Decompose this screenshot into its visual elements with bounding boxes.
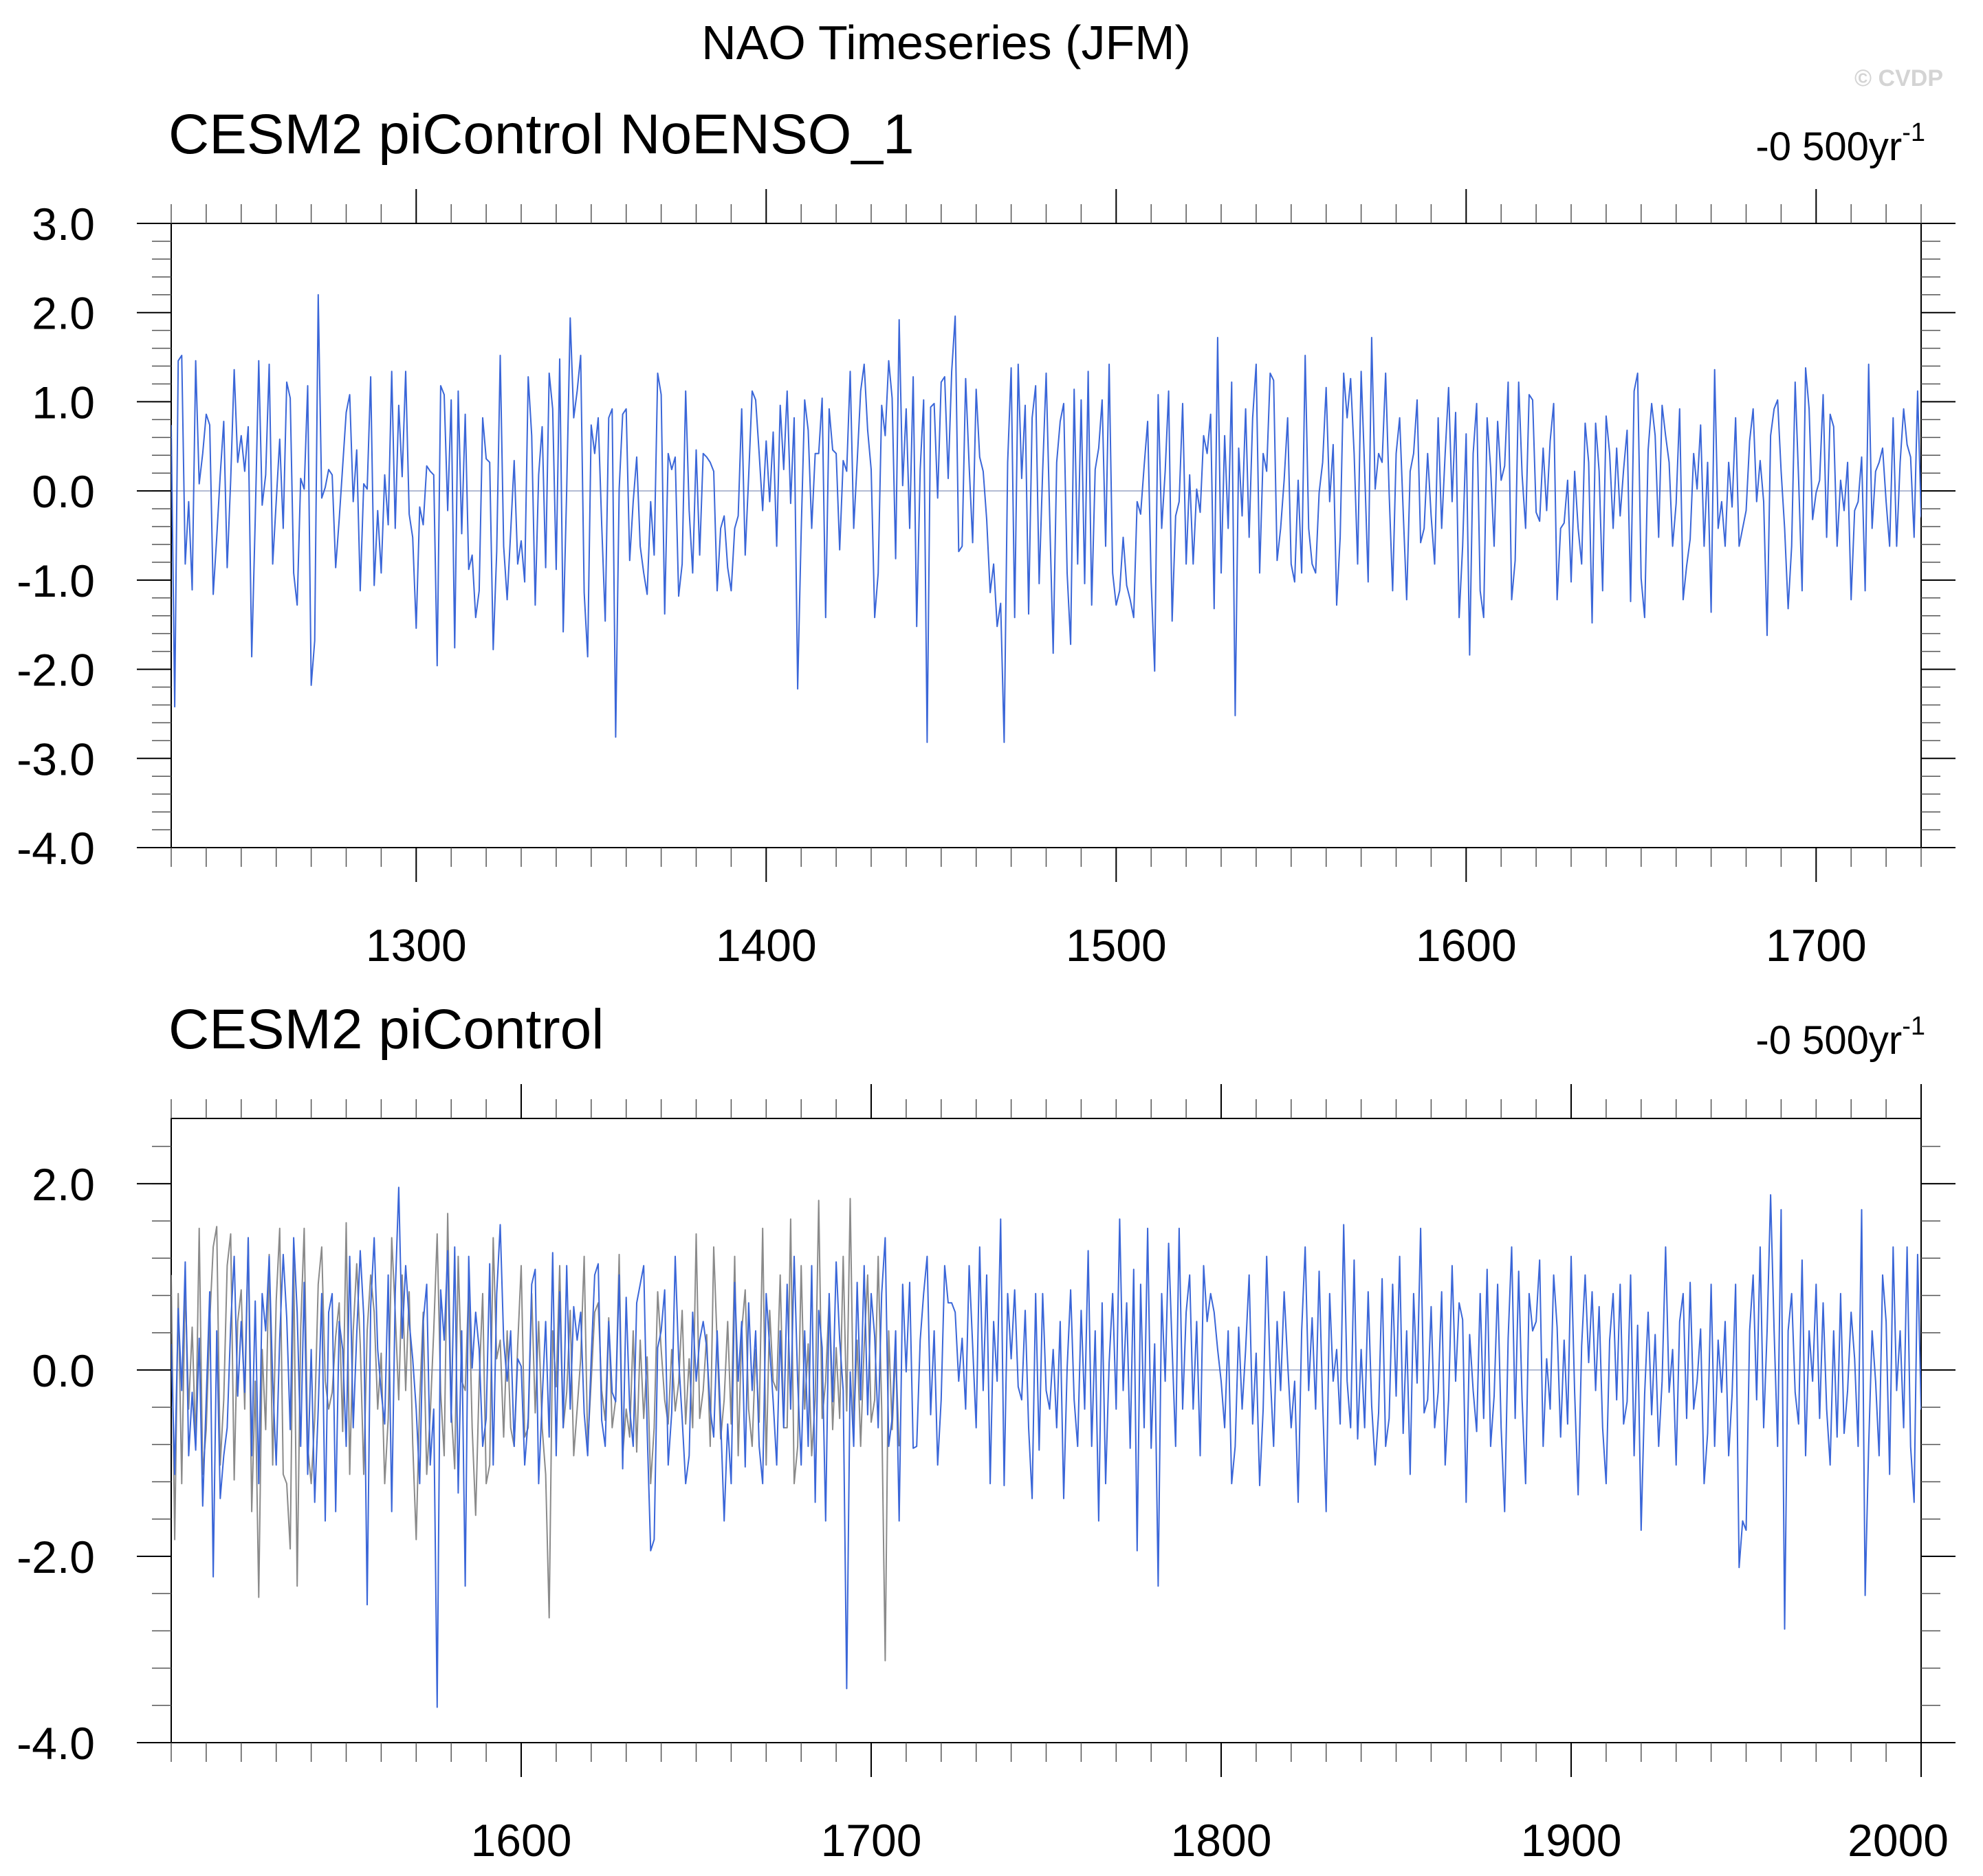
y-tick-label: 3.0 xyxy=(32,199,95,250)
x-tick-label: 1600 xyxy=(471,1815,572,1866)
trend-label-noenso: -0 500yr-1 xyxy=(1755,118,1925,169)
y-tick-label: -1.0 xyxy=(17,555,95,606)
panel-title-noenso: CESM2 piControl NoENSO_1 xyxy=(168,103,914,166)
x-tick-label: 1400 xyxy=(716,920,817,971)
y-tick-label: -2.0 xyxy=(17,645,95,696)
series-line-0 xyxy=(171,294,1921,743)
x-tick-label: 2000 xyxy=(1848,1815,1949,1866)
x-tick-label: 1500 xyxy=(1066,920,1167,971)
copyright-label: © CVDP xyxy=(1854,65,1943,91)
x-tick-label: 1600 xyxy=(1416,920,1517,971)
series-line-1 xyxy=(171,1187,1921,1708)
figure-title: NAO Timeseries (JFM) xyxy=(701,16,1191,69)
x-tick-label: 1800 xyxy=(1171,1815,1272,1866)
y-tick-label: -4.0 xyxy=(17,823,95,874)
x-tick-label: 1900 xyxy=(1521,1815,1622,1866)
panel-title-picontrol: CESM2 piControl xyxy=(168,998,604,1061)
y-tick-label: 2.0 xyxy=(32,1159,95,1210)
panel-noenso: CESM2 piControl NoENSO_1 -0 500yr-1 3.0 2… xyxy=(17,103,1955,971)
y-tick-label: -4.0 xyxy=(17,1718,95,1769)
y-tick-label: 0.0 xyxy=(32,1345,95,1396)
y-tick-label: 2.0 xyxy=(32,288,95,339)
panel-picontrol: CESM2 piControl -0 500yr-1 2.0 0.0 -2.0 -4.… xyxy=(17,998,1955,1866)
x-tick-label: 1700 xyxy=(821,1815,922,1866)
y-tick-label: -3.0 xyxy=(17,733,95,784)
x-tick-label: 1300 xyxy=(366,920,467,971)
trend-label-picontrol: -0 500yr-1 xyxy=(1755,1012,1925,1063)
x-tick-label: 1700 xyxy=(1766,920,1867,971)
y-tick-label: 1.0 xyxy=(32,377,95,428)
y-tick-label: -2.0 xyxy=(17,1532,95,1582)
y-tick-label: 0.0 xyxy=(32,466,95,517)
series-line-0 xyxy=(171,1198,900,1662)
